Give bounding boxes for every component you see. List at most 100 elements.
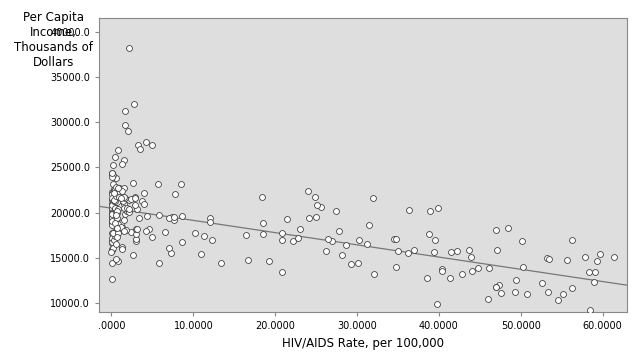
Point bbox=[113, 206, 124, 212]
Point bbox=[609, 254, 620, 260]
Text: Per Capita
Income,
Thousands of
Dollars: Per Capita Income, Thousands of Dollars bbox=[14, 11, 93, 69]
Point bbox=[165, 250, 175, 256]
Point bbox=[353, 260, 364, 265]
Point bbox=[108, 189, 118, 195]
Point bbox=[116, 188, 127, 194]
Point bbox=[154, 260, 164, 266]
Point bbox=[109, 215, 119, 220]
Point bbox=[109, 208, 119, 214]
Point bbox=[107, 240, 117, 246]
Point bbox=[107, 191, 117, 196]
Point bbox=[257, 195, 268, 200]
Point bbox=[522, 292, 532, 297]
Point bbox=[118, 205, 129, 211]
Point bbox=[120, 108, 130, 114]
Point bbox=[129, 194, 140, 199]
Point bbox=[113, 147, 123, 153]
Point bbox=[129, 101, 140, 107]
Point bbox=[216, 260, 226, 266]
Point bbox=[107, 218, 117, 224]
Point bbox=[131, 206, 141, 212]
Point bbox=[144, 226, 154, 232]
Point bbox=[110, 198, 120, 204]
Point bbox=[585, 307, 595, 312]
Point bbox=[114, 185, 124, 191]
Point bbox=[118, 201, 129, 207]
Point bbox=[196, 252, 206, 257]
Point bbox=[404, 207, 414, 213]
Point bbox=[109, 223, 119, 229]
Point bbox=[492, 284, 502, 290]
Point bbox=[136, 199, 147, 204]
Point bbox=[111, 234, 122, 240]
Point bbox=[124, 206, 134, 212]
Point bbox=[141, 228, 151, 234]
Point bbox=[457, 271, 467, 277]
Point bbox=[141, 213, 152, 219]
Point bbox=[207, 237, 217, 243]
Point bbox=[132, 142, 143, 148]
Point bbox=[113, 185, 124, 191]
Point bbox=[591, 258, 602, 264]
Point bbox=[109, 197, 119, 202]
Point bbox=[119, 194, 129, 200]
Point bbox=[264, 258, 274, 264]
Point bbox=[112, 199, 122, 205]
Point bbox=[109, 185, 120, 190]
Point bbox=[127, 181, 138, 186]
Point bbox=[112, 208, 122, 214]
Point bbox=[107, 260, 117, 266]
Point bbox=[110, 233, 120, 239]
Point bbox=[111, 218, 121, 224]
Point bbox=[326, 239, 337, 244]
Point bbox=[337, 252, 348, 257]
Point bbox=[117, 224, 127, 230]
Point bbox=[553, 298, 563, 303]
Point bbox=[170, 191, 180, 196]
Point bbox=[112, 210, 122, 216]
Point bbox=[437, 268, 447, 274]
Point bbox=[111, 184, 121, 190]
Point bbox=[112, 220, 122, 226]
Point bbox=[389, 236, 399, 242]
Point bbox=[503, 225, 513, 230]
Point bbox=[120, 211, 130, 217]
Point bbox=[108, 214, 118, 220]
Point bbox=[117, 246, 127, 252]
Point bbox=[107, 211, 117, 216]
Point bbox=[204, 215, 214, 220]
Point bbox=[132, 226, 142, 232]
Point bbox=[109, 222, 120, 228]
Point bbox=[243, 257, 253, 263]
Point bbox=[316, 204, 326, 210]
Point bbox=[464, 247, 474, 253]
Point bbox=[122, 208, 132, 214]
Point bbox=[147, 234, 157, 239]
Point bbox=[333, 228, 344, 234]
Point bbox=[106, 171, 116, 176]
Point bbox=[127, 252, 138, 258]
Point bbox=[364, 222, 374, 228]
Point bbox=[542, 255, 552, 261]
Point bbox=[110, 212, 120, 218]
Point bbox=[106, 208, 116, 213]
Point bbox=[124, 45, 134, 51]
Point bbox=[109, 198, 120, 204]
Point bbox=[160, 229, 170, 235]
Point bbox=[433, 205, 444, 211]
Point bbox=[543, 289, 553, 294]
Point bbox=[108, 220, 118, 225]
Point bbox=[106, 235, 116, 241]
Point bbox=[111, 208, 121, 214]
Point bbox=[107, 210, 117, 215]
Point bbox=[108, 172, 118, 178]
X-axis label: HIV/AIDS Rate, per 100,000: HIV/AIDS Rate, per 100,000 bbox=[282, 337, 444, 350]
Point bbox=[135, 146, 145, 152]
Point bbox=[331, 208, 341, 214]
Point bbox=[391, 236, 401, 242]
Point bbox=[108, 201, 118, 207]
Point bbox=[107, 205, 117, 211]
Point bbox=[154, 212, 164, 218]
Point bbox=[114, 185, 124, 191]
Point bbox=[111, 215, 122, 221]
